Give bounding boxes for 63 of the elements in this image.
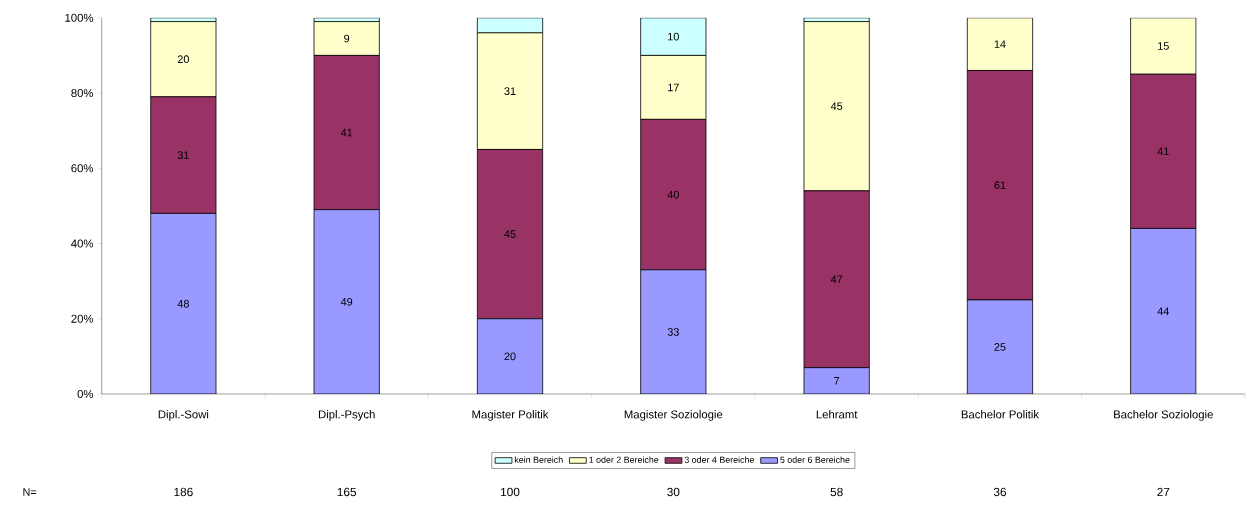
data-label: 20 [504,352,516,361]
legend-label: 1 oder 2 Bereiche [589,456,659,464]
text: 58 [830,487,843,497]
bar [640,269,707,395]
data-label: 48 [177,299,189,308]
bar [803,367,870,395]
x-tick-label: Bachelor Politik [961,410,1040,419]
data-label: 31 [177,151,189,160]
x-tick-label: Dipl.-Sowi [158,410,209,421]
data-label: 17 [668,83,679,92]
text: 27 [1157,487,1170,497]
data-label: 40 [667,190,679,199]
y-tick-label: 100% [65,13,94,22]
x-tick-label: Dipl.-Psych [318,410,375,421]
y-tick-label: 40% [71,239,94,248]
data-label: 9 [344,34,350,43]
data-label: 15 [1158,42,1169,50]
data-label: 41 [340,128,353,137]
bar [640,55,707,120]
data-label: 20 [177,55,189,64]
x-tick-label: Lehramt [816,410,858,419]
bar [150,21,217,98]
y-tick-label: 0% [77,390,94,399]
bar [803,21,870,192]
text: N= [23,488,37,496]
data-label: 31 [504,87,516,96]
data-label: 25 [994,343,1006,351]
y-tick-label: 60% [71,164,94,173]
x-tick-label: Magister Politik [472,410,549,421]
bar [966,17,1034,71]
data-label: 61 [994,181,1006,190]
data-label: 45 [504,230,516,238]
bar [313,21,380,56]
bar [640,17,707,56]
bar [476,32,544,150]
bar [966,299,1034,395]
legend-label: 5 oder 6 Bereiche [780,456,850,464]
y-tick-label: 20% [71,314,94,323]
bar [476,17,544,34]
legend-label: kein Bereich [514,456,563,464]
text: 100 [501,487,520,497]
data-label: 45 [830,102,843,111]
data-label: 47 [830,275,843,284]
bar [313,209,380,395]
data-label: 49 [340,298,353,306]
bar [476,318,544,395]
bar [1130,228,1197,395]
text: 186 [174,487,193,497]
bar [150,213,217,395]
text: 30 [667,487,680,497]
text: 36 [993,487,1007,497]
data-label: 10 [668,32,679,41]
data-label: 14 [994,40,1006,48]
x-tick-label: Magister Soziologie [624,410,723,421]
data-label: 33 [667,328,679,336]
bar [1130,17,1197,75]
data-label: 44 [1157,307,1169,316]
data-label: 41 [1157,147,1169,156]
x-tick-label: Bachelor Soziologie [1114,410,1213,421]
data-label: 7 [834,377,840,385]
legend-label: 3 oder 4 Bereiche [684,456,754,464]
text: 165 [337,487,357,497]
y-tick-label: 80% [71,89,94,98]
